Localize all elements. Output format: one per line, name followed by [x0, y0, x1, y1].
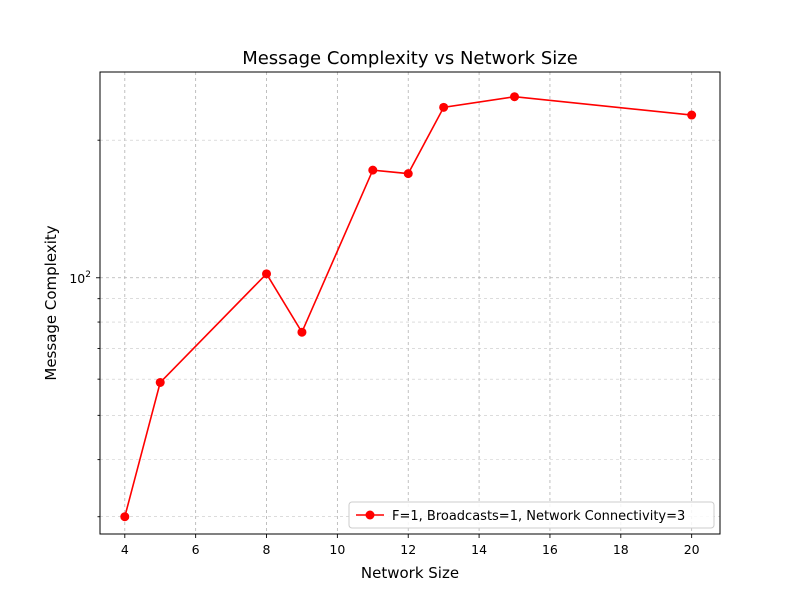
x-tick-label: 14 — [471, 542, 487, 557]
data-point — [439, 102, 449, 112]
x-tick-label: 18 — [613, 542, 629, 557]
x-tick-label: 16 — [542, 542, 558, 557]
data-point — [368, 165, 378, 175]
series-layer — [120, 92, 697, 522]
grid — [100, 72, 720, 534]
data-point — [120, 512, 130, 522]
data-point — [510, 92, 520, 102]
x-tick-label: 8 — [263, 542, 271, 557]
data-point — [262, 269, 272, 279]
legend-box — [348, 501, 715, 529]
x-tick-label: 12 — [400, 542, 416, 557]
x-tick-label: 20 — [684, 542, 700, 557]
data-point — [687, 110, 697, 120]
x-tick-label: 10 — [329, 542, 345, 557]
legend-label: F=1, Broadcasts=1, Network Connectivity=… — [392, 509, 685, 524]
data-point — [297, 327, 307, 337]
legend: F=1, Broadcasts=1, Network Connectivity=… — [348, 501, 715, 529]
x-axis-label: Network Size — [361, 564, 459, 582]
plot-frame — [99, 71, 721, 535]
x-tick-label: 6 — [192, 542, 200, 557]
legend-marker — [365, 510, 375, 520]
x-tick-label: 4 — [121, 542, 129, 557]
chart-title: Message Complexity vs Network Size — [242, 48, 578, 69]
data-point — [155, 377, 165, 387]
data-point — [403, 169, 413, 179]
y-axis-label: Message Complexity — [42, 225, 60, 380]
